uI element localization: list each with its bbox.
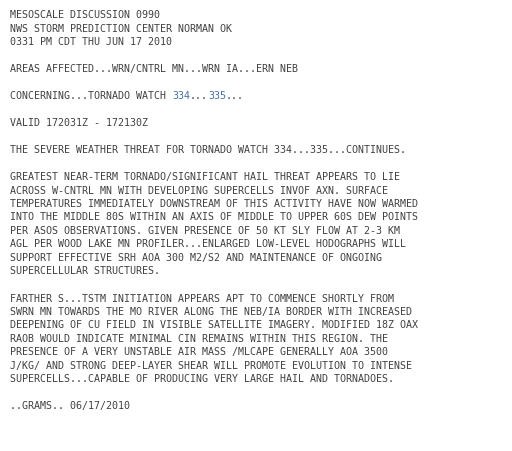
Text: 0331 PM CDT THU JUN 17 2010: 0331 PM CDT THU JUN 17 2010 xyxy=(10,37,172,47)
Text: MESOSCALE DISCUSSION 0990: MESOSCALE DISCUSSION 0990 xyxy=(10,10,160,20)
Text: ACROSS W-CNTRL MN WITH DEVELOPING SUPERCELLS INVOF AXN. SURFACE: ACROSS W-CNTRL MN WITH DEVELOPING SUPERC… xyxy=(10,185,388,195)
Text: ...: ... xyxy=(226,91,244,101)
Text: RAOB WOULD INDICATE MINIMAL CIN REMAINS WITHIN THIS REGION. THE: RAOB WOULD INDICATE MINIMAL CIN REMAINS … xyxy=(10,333,388,343)
Text: THE SEVERE WEATHER THREAT FOR TORNADO WATCH 334...335...CONTINUES.: THE SEVERE WEATHER THREAT FOR TORNADO WA… xyxy=(10,145,406,155)
Text: SUPERCELLULAR STRUCTURES.: SUPERCELLULAR STRUCTURES. xyxy=(10,266,160,276)
Text: VALID 172031Z - 172130Z: VALID 172031Z - 172130Z xyxy=(10,118,148,128)
Text: SWRN MN TOWARDS THE MO RIVER ALONG THE NEB/IA BORDER WITH INCREASED: SWRN MN TOWARDS THE MO RIVER ALONG THE N… xyxy=(10,306,412,316)
Text: 335: 335 xyxy=(208,91,226,101)
Text: DEEPENING OF CU FIELD IN VISIBLE SATELLITE IMAGERY. MODIFIED 18Z OAX: DEEPENING OF CU FIELD IN VISIBLE SATELLI… xyxy=(10,320,418,330)
Text: AREAS AFFECTED...WRN/CNTRL MN...WRN IA...ERN NEB: AREAS AFFECTED...WRN/CNTRL MN...WRN IA..… xyxy=(10,64,298,74)
Text: INTO THE MIDDLE 80S WITHIN AN AXIS OF MIDDLE TO UPPER 60S DEW POINTS: INTO THE MIDDLE 80S WITHIN AN AXIS OF MI… xyxy=(10,212,418,222)
Text: GREATEST NEAR-TERM TORNADO/SIGNIFICANT HAIL THREAT APPEARS TO LIE: GREATEST NEAR-TERM TORNADO/SIGNIFICANT H… xyxy=(10,172,400,182)
Text: NWS STORM PREDICTION CENTER NORMAN OK: NWS STORM PREDICTION CENTER NORMAN OK xyxy=(10,23,232,33)
Text: 334: 334 xyxy=(172,91,190,101)
Text: PRESENCE OF A VERY UNSTABLE AIR MASS /MLCAPE GENERALLY AOA 3500: PRESENCE OF A VERY UNSTABLE AIR MASS /ML… xyxy=(10,347,388,357)
Text: AGL PER WOOD LAKE MN PROFILER...ENLARGED LOW-LEVEL HODOGRAPHS WILL: AGL PER WOOD LAKE MN PROFILER...ENLARGED… xyxy=(10,239,406,249)
Text: SUPERCELLS...CAPABLE OF PRODUCING VERY LARGE HAIL AND TORNADOES.: SUPERCELLS...CAPABLE OF PRODUCING VERY L… xyxy=(10,374,394,384)
Text: CONCERNING...TORNADO WATCH: CONCERNING...TORNADO WATCH xyxy=(10,91,172,101)
Text: TEMPERATURES IMMEDIATELY DOWNSTREAM OF THIS ACTIVITY HAVE NOW WARMED: TEMPERATURES IMMEDIATELY DOWNSTREAM OF T… xyxy=(10,198,418,208)
Text: PER ASOS OBSERVATIONS. GIVEN PRESENCE OF 50 KT SLY FLOW AT 2-3 KM: PER ASOS OBSERVATIONS. GIVEN PRESENCE OF… xyxy=(10,226,400,235)
Text: J/KG/ AND STRONG DEEP-LAYER SHEAR WILL PROMOTE EVOLUTION TO INTENSE: J/KG/ AND STRONG DEEP-LAYER SHEAR WILL P… xyxy=(10,360,412,370)
Text: ..GRAMS.. 06/17/2010: ..GRAMS.. 06/17/2010 xyxy=(10,400,130,410)
Text: FARTHER S...TSTM INITIATION APPEARS APT TO COMMENCE SHORTLY FROM: FARTHER S...TSTM INITIATION APPEARS APT … xyxy=(10,293,394,303)
Text: SUPPORT EFFECTIVE SRH AOA 300 M2/S2 AND MAINTENANCE OF ONGOING: SUPPORT EFFECTIVE SRH AOA 300 M2/S2 AND … xyxy=(10,253,382,262)
Text: ...: ... xyxy=(190,91,208,101)
